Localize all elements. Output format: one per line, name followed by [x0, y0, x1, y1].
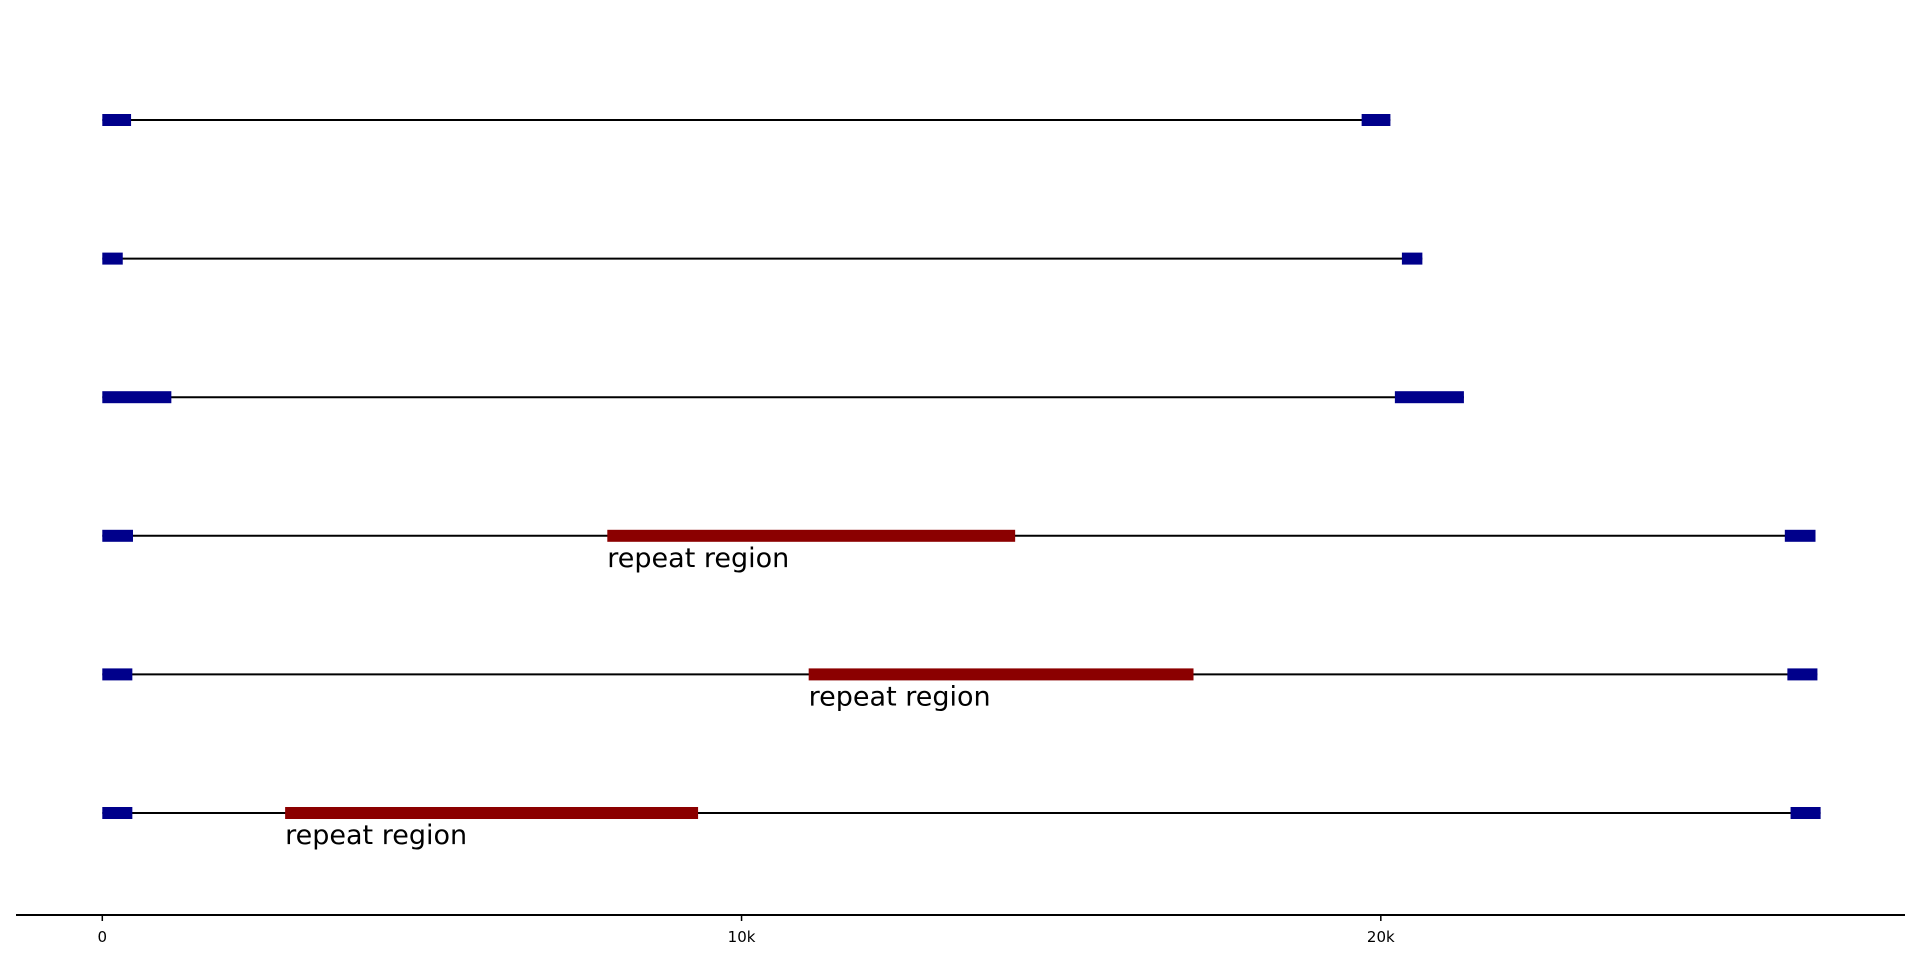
track-4: repeat region [102, 529, 1816, 574]
ltr-block [1790, 807, 1821, 819]
ltr-block [1361, 114, 1391, 126]
repeat-region-label: repeat region [607, 543, 789, 574]
repeat-region-bar [285, 807, 699, 819]
repeat-region-bar [607, 529, 1016, 542]
ltr-block [102, 807, 133, 819]
x-axis: 0 10k 20k [16, 914, 1905, 946]
tracks-layer: repeat region repeat region repeat region [102, 114, 1821, 851]
x-tick-label: 10k [728, 928, 756, 946]
ltr-block [102, 114, 132, 126]
repeat-region-label: repeat region [285, 820, 467, 851]
ltr-block [1394, 391, 1464, 404]
ltr-block [102, 668, 133, 681]
track-1 [102, 114, 1391, 126]
ltr-block [102, 252, 123, 265]
ltr-block [102, 529, 133, 542]
x-tick-label: 20k [1367, 928, 1395, 946]
track-2 [102, 252, 1423, 265]
ltr-block [102, 391, 172, 404]
track-6: repeat region [102, 807, 1821, 851]
ltr-block [1401, 252, 1423, 265]
ltr-block [1787, 668, 1818, 681]
repeat-region-label: repeat region [809, 681, 991, 712]
track-3 [102, 391, 1464, 404]
repeat-region-bar [808, 668, 1194, 681]
track-5: repeat region [102, 668, 1818, 712]
x-tick-label: 0 [98, 928, 108, 946]
ltr-block [1784, 529, 1816, 542]
